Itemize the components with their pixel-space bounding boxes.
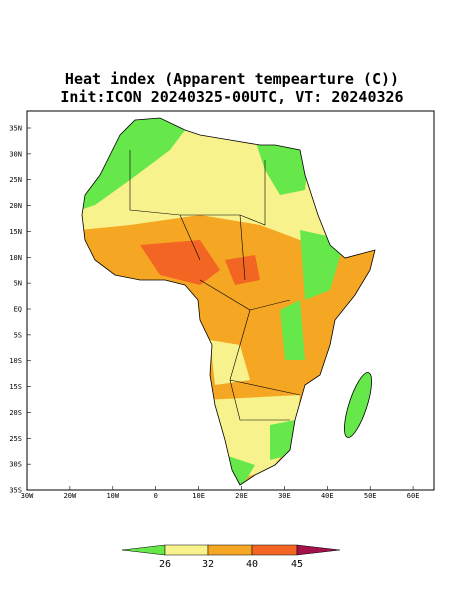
lon-label: 10E [192, 492, 205, 500]
colorbar-bin [207, 544, 253, 556]
colorbar-bin [251, 544, 298, 556]
colorbar-min [121, 544, 166, 556]
colorbar-label: 45 [291, 559, 303, 570]
colorbar [121, 544, 341, 556]
lat-label: 10S [9, 357, 22, 365]
title-line: Init:ICON 20240325-00UTC, VT: 20240326 [60, 88, 403, 106]
field-red [225, 255, 260, 285]
field-green [280, 300, 305, 360]
field-yellow [210, 340, 250, 385]
coastline [81, 117, 376, 486]
field-green [255, 140, 310, 195]
lat-label: 5N [14, 280, 22, 288]
lat-label: 30N [9, 150, 22, 158]
lat-label: 15S [9, 383, 22, 391]
lon-label: 20W [64, 492, 77, 500]
lon-label: 30W [21, 492, 34, 500]
colorbar-bin [164, 544, 209, 556]
lat-label: 20S [9, 409, 22, 417]
lat-label: 5S [14, 331, 22, 339]
lat-label: 25S [9, 435, 22, 443]
lat-label: 25N [9, 176, 22, 184]
madagascar [344, 372, 372, 438]
lat-label: 30S [9, 461, 22, 469]
lat-label: 35N [9, 125, 22, 133]
lat-label: 10N [9, 254, 22, 262]
lon-label: 40E [321, 492, 334, 500]
lon-label: 10W [106, 492, 119, 500]
lon-label: 0 [154, 492, 158, 500]
colorbar-label: 40 [246, 559, 258, 570]
borders [129, 150, 301, 421]
lon-label: 50E [364, 492, 377, 500]
lon-label: 60E [407, 492, 420, 500]
title-line: Heat index (Apparent tempearture (C)) [65, 70, 399, 88]
field-red [140, 240, 220, 285]
lat-label: 15N [9, 228, 22, 236]
lon-label: 30E [278, 492, 291, 500]
colorbar-max [296, 544, 341, 556]
colorbar-label: 32 [202, 559, 214, 570]
lat-label: 20N [9, 202, 22, 210]
colorbar-label: 26 [159, 559, 171, 570]
lat-label: EQ [14, 306, 22, 314]
field-green [270, 420, 295, 460]
lon-label: 20E [235, 492, 248, 500]
lat-label: 35S [9, 487, 22, 495]
